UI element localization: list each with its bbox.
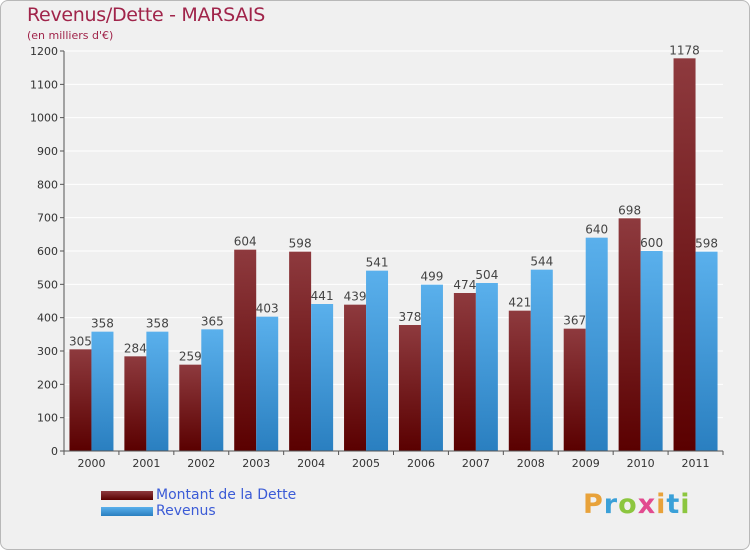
legend-swatch-revenus [101, 506, 153, 516]
y-tick-label: 900 [37, 145, 58, 158]
bar-dette [618, 218, 641, 451]
value-label-revenus: 358 [146, 317, 169, 331]
logo-letter: r [603, 489, 619, 520]
bar-dette [234, 249, 257, 451]
legend-label-revenus: Revenus [156, 503, 216, 519]
y-tick-label: 400 [37, 312, 58, 325]
value-label-dette: 378 [399, 310, 422, 324]
bar-dette [344, 304, 367, 451]
bar-revenus [201, 329, 224, 451]
bars [69, 58, 718, 451]
x-tick-label: 2008 [517, 457, 545, 470]
proxiti-logo: Proxiti [583, 489, 691, 520]
value-label-dette: 439 [344, 290, 367, 304]
bar-revenus [420, 284, 443, 451]
chart-subtitle: (en milliers d'€) [27, 29, 114, 42]
x-tick-label: 2009 [572, 457, 600, 470]
legend-item-revenus: Revenus [101, 503, 296, 519]
logo-letter: P [583, 489, 604, 520]
legend-item-dette: Montant de la Dette [101, 487, 296, 503]
value-label-dette: 474 [453, 278, 476, 292]
x-tick-label: 2006 [407, 457, 435, 470]
x-tick-label: 2011 [682, 457, 710, 470]
value-label-dette: 698 [618, 203, 641, 217]
value-label-revenus: 640 [585, 223, 608, 237]
y-tick-label: 700 [37, 212, 58, 225]
y-tick-label: 200 [37, 378, 58, 391]
x-tick-label: 2001 [132, 457, 160, 470]
legend-label-dette: Montant de la Dette [156, 487, 297, 503]
value-label-revenus: 598 [695, 237, 718, 251]
value-label-dette: 421 [508, 296, 531, 310]
legend-swatch-dette [101, 490, 153, 500]
value-label-dette: 604 [234, 235, 257, 249]
bar-dette [563, 328, 586, 451]
x-tick-label: 2002 [187, 457, 215, 470]
value-label-dette: 1178 [669, 43, 700, 57]
chart-title: Revenus/Dette - MARSAIS [27, 4, 265, 26]
bar-revenus [146, 331, 169, 451]
value-label-revenus: 499 [421, 270, 444, 284]
legend: Montant de la Dette Revenus [101, 487, 296, 519]
value-label-revenus: 504 [475, 268, 498, 282]
y-tick-label: 600 [37, 245, 58, 258]
value-label-dette: 598 [289, 237, 312, 251]
y-tick-label: 1100 [30, 78, 58, 91]
bar-dette [69, 349, 92, 451]
y-tick-label: 0 [51, 445, 58, 458]
bar-revenus [256, 316, 279, 451]
logo-letter: t [666, 489, 681, 520]
bar-revenus [695, 251, 718, 451]
bar-dette [508, 310, 531, 451]
logo-letter: i [680, 489, 691, 520]
x-tick-label: 2007 [462, 457, 490, 470]
value-label-revenus: 544 [530, 255, 553, 269]
y-tick-label: 500 [37, 278, 58, 291]
x-tick-label: 2005 [352, 457, 380, 470]
logo-letter: x [637, 489, 657, 520]
logo-letter: i [656, 489, 667, 520]
value-labels: 305 358 284 358 259 365 604 403 598 441 439 541 378 4… [69, 43, 718, 363]
value-label-revenus: 441 [311, 289, 334, 303]
axes: 0 100 200 300 400 500 600 700 800 900 1000 1100 1200… [30, 45, 724, 470]
bar-dette [453, 293, 476, 451]
bar-revenus [366, 270, 389, 451]
x-tick-label: 2003 [242, 457, 270, 470]
x-tick-label: 2004 [297, 457, 325, 470]
bar-dette [179, 364, 202, 451]
y-tick-label: 1000 [30, 112, 58, 125]
value-label-revenus: 541 [366, 256, 389, 270]
logo-letter: o [618, 489, 638, 520]
y-tick-label: 100 [37, 412, 58, 425]
value-label-revenus: 358 [91, 317, 114, 331]
bar-revenus [475, 283, 498, 451]
bar-revenus [530, 269, 553, 451]
value-label-dette: 305 [69, 334, 92, 348]
bar-revenus [91, 331, 114, 451]
y-tick-label: 800 [37, 178, 58, 191]
value-label-revenus: 365 [201, 314, 224, 328]
value-label-dette: 284 [124, 341, 147, 355]
bar-dette [398, 325, 421, 451]
value-label-revenus: 600 [640, 236, 663, 250]
grid-lines [64, 50, 723, 452]
bar-dette [289, 251, 312, 451]
y-tick-label: 1200 [30, 45, 58, 58]
bar-dette [673, 58, 696, 451]
value-label-revenus: 403 [256, 302, 279, 316]
value-label-dette: 367 [563, 314, 586, 328]
bar-revenus [640, 251, 663, 451]
bar-dette [124, 356, 147, 451]
value-label-dette: 259 [179, 350, 202, 364]
x-tick-label: 2000 [77, 457, 105, 470]
bar-revenus [311, 304, 334, 451]
x-tick-label: 2010 [627, 457, 655, 470]
bar-revenus [585, 237, 608, 451]
y-tick-label: 300 [37, 345, 58, 358]
